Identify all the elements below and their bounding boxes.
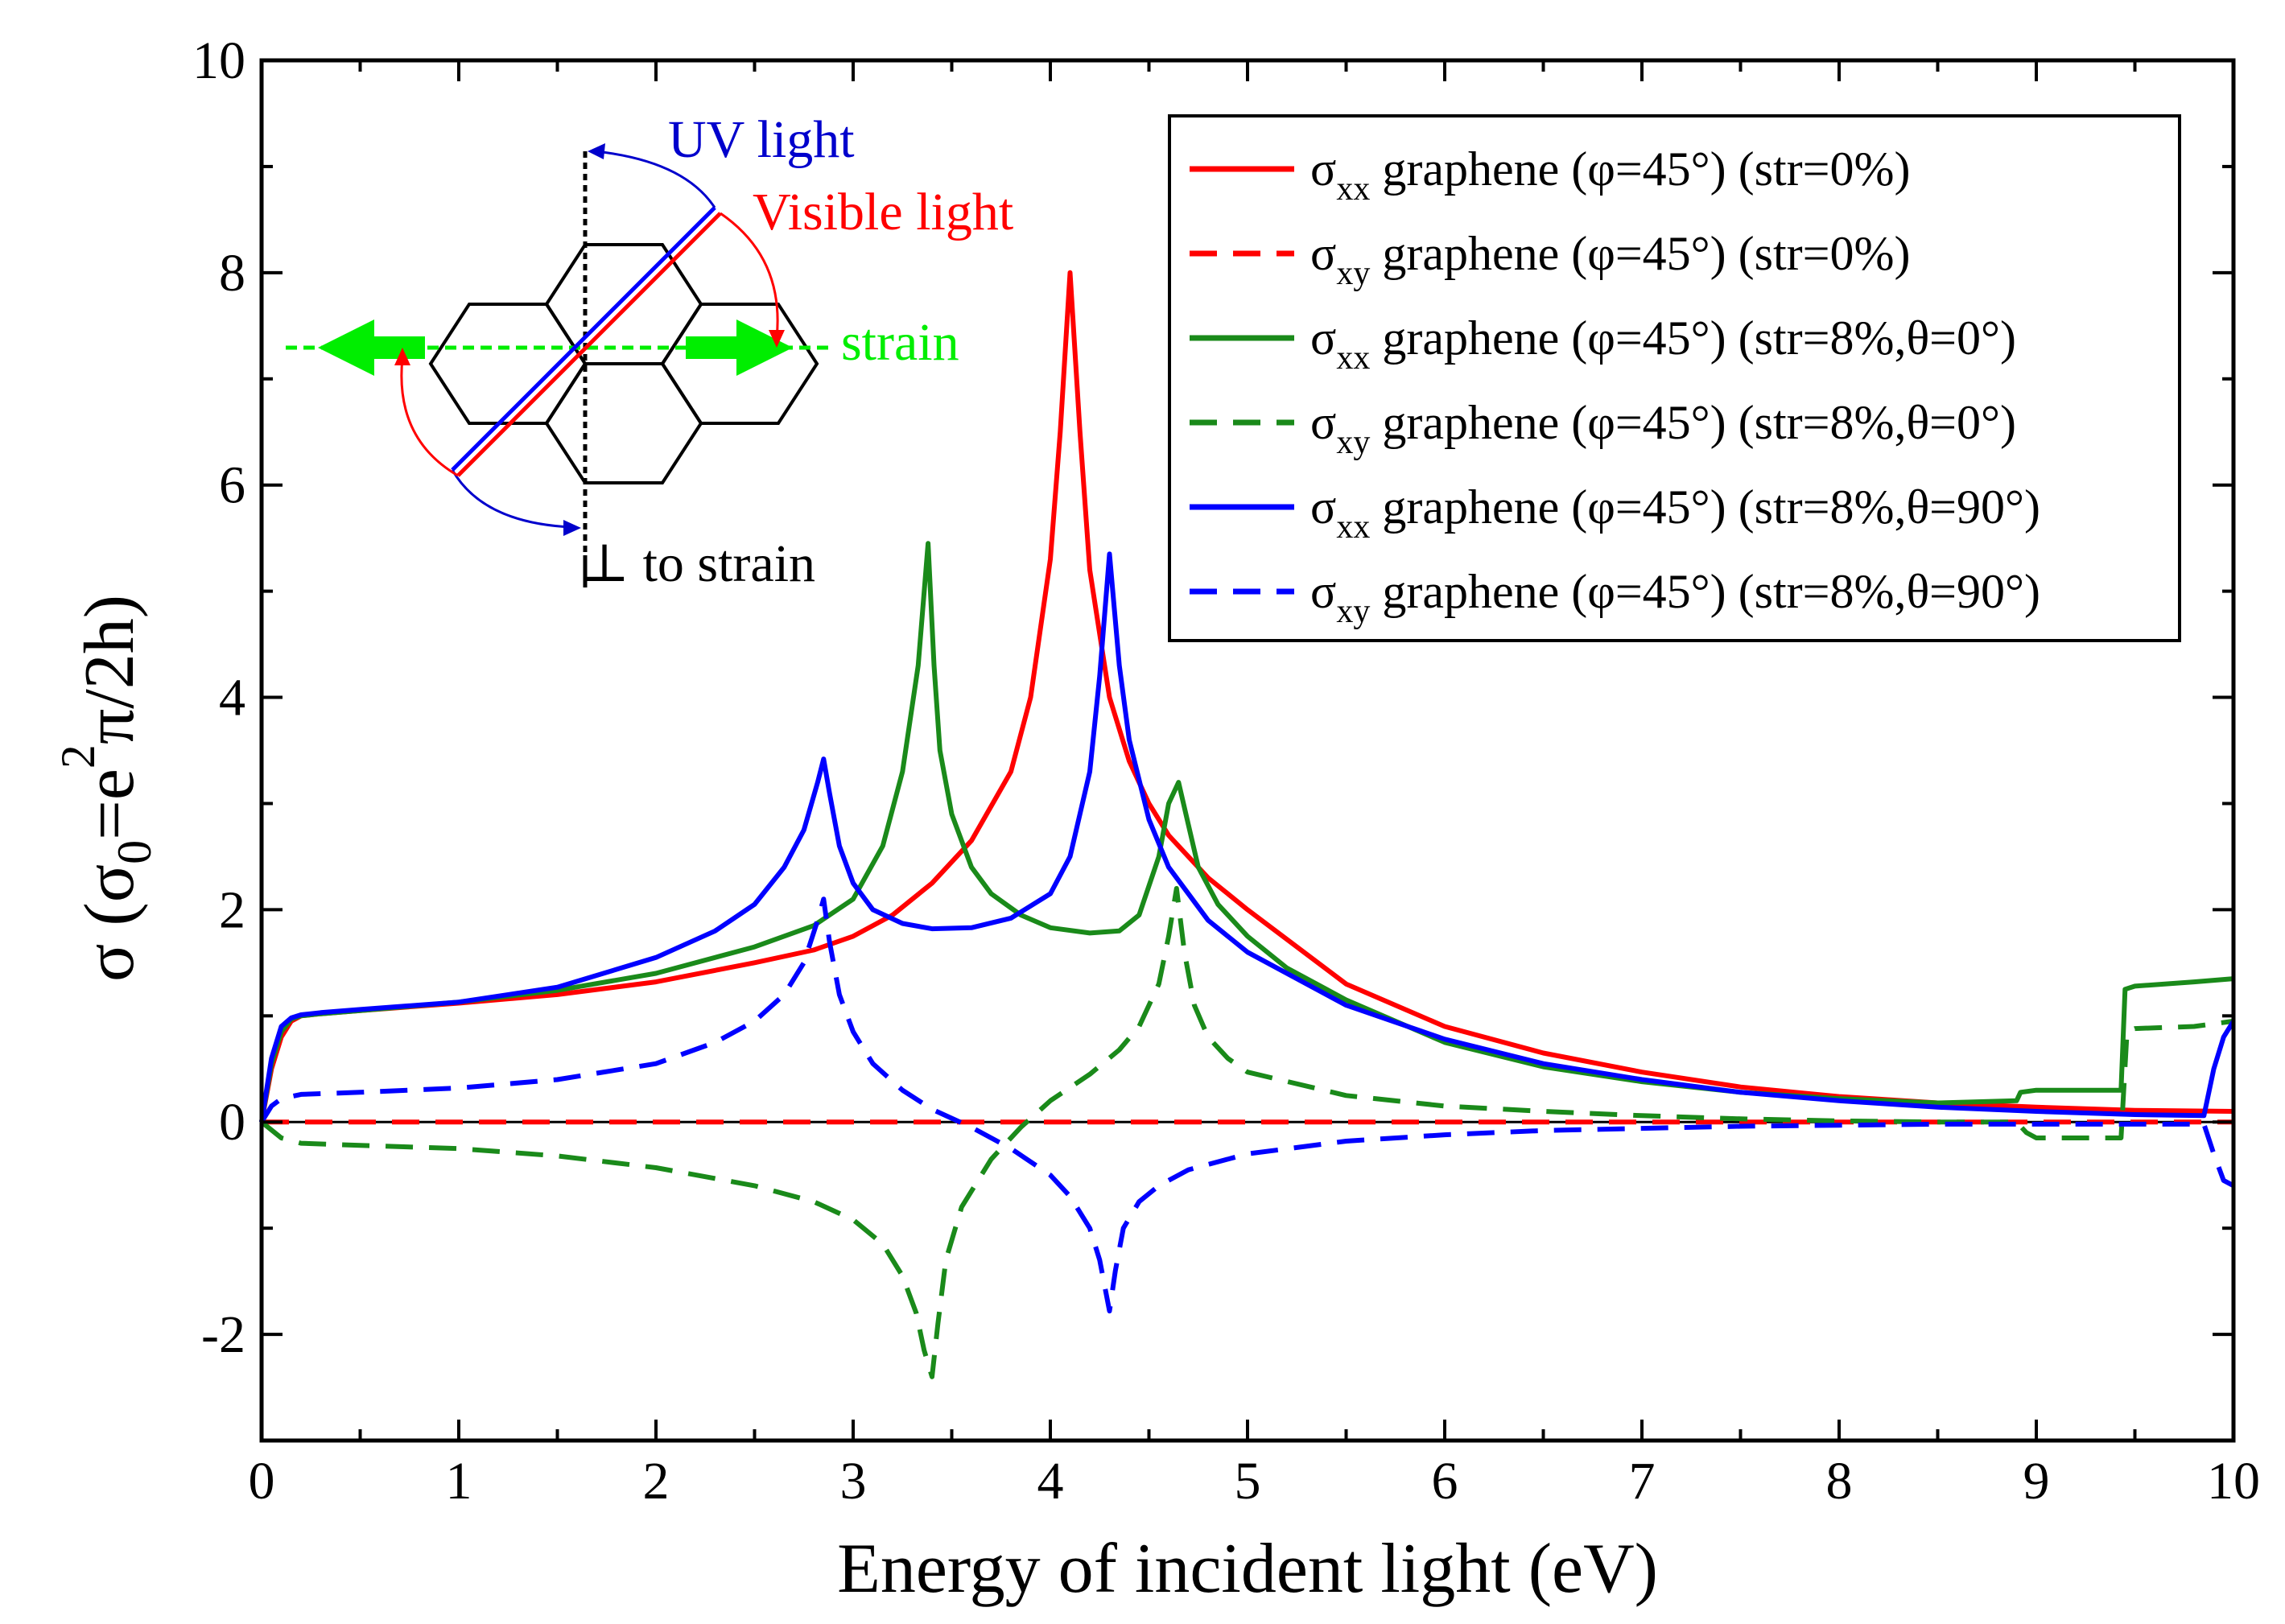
x-tick-label-2: 2 (643, 1452, 670, 1511)
x-tick-label-10: 10 (2207, 1452, 2260, 1511)
y-tick-label-6: 6 (219, 456, 245, 515)
plot-frame (259, 58, 2236, 1443)
polarization-line-red (456, 212, 722, 477)
strain-label: strain (841, 313, 959, 372)
x-tick-label-1: 1 (446, 1452, 472, 1511)
legend-label-5: σxy graphene (φ=45°) (str=8%,θ=90°) (1310, 565, 2040, 630)
visible-arc-right (720, 212, 779, 339)
visible-light-label: Visible light (753, 183, 1013, 241)
strain-arrow-right (686, 319, 793, 376)
legend-label-3: σxy graphene (φ=45°) (str=8%,θ=0°) (1310, 396, 2016, 461)
x-tick-label-9: 9 (2023, 1452, 2050, 1511)
strain-inset-diagram: UV light Visible light strain ⊥ to strai… (286, 110, 1013, 593)
series-line-2 (259, 541, 2234, 1123)
series-line-3 (260, 886, 2234, 1379)
uv-arrowhead-top (588, 143, 605, 159)
legend-label-0: σxx graphene (φ=45°) (str=0%) (1310, 142, 1910, 208)
legend-label-1: σxy graphene (φ=45°) (str=0%) (1310, 227, 1910, 292)
x-tick-label-5: 5 (1235, 1452, 1261, 1511)
y-tick-label--2: -2 (201, 1305, 245, 1364)
legend: σxx graphene (φ=45°) (str=0%) σxy graphen… (1168, 114, 2181, 642)
visible-arrowhead-right (769, 330, 785, 348)
strain-arrow-left (318, 319, 425, 376)
uv-light-label: UV light (668, 110, 855, 169)
x-tick-label-3: 3 (840, 1452, 867, 1511)
legend-box (1168, 114, 2181, 642)
x-tick-label-6: 6 (1432, 1452, 1458, 1511)
uv-arc-top (595, 150, 716, 208)
y-tick-label-2: 2 (219, 880, 245, 939)
x-tick-label-8: 8 (1826, 1452, 1853, 1511)
visible-arrowhead-left (394, 348, 410, 365)
x-tick-label-7: 7 (1629, 1452, 1656, 1511)
legend-label-4: σxx graphene (φ=45°) (str=8%,θ=90°) (1310, 480, 2040, 546)
perpendicular-label: ⊥ to strain (579, 534, 815, 593)
uv-arc-bottom (451, 469, 572, 529)
legend-label-2: σxx graphene (φ=45°) (str=8%,θ=0°) (1310, 311, 2016, 377)
y-tick-label-8: 8 (219, 244, 245, 303)
x-tick-label-0: 0 (249, 1452, 275, 1511)
y-tick-label-0: 0 (219, 1093, 245, 1152)
series-line-4 (259, 551, 2236, 1123)
y-axis-label: σ (σ0=e2π/2h) (52, 595, 161, 982)
legend-entries: σxx graphene (φ=45°) (str=0%) σxy graphen… (1190, 142, 2040, 630)
uv-arrowhead-bottom (563, 520, 581, 536)
y-tick-label-4: 4 (219, 669, 245, 728)
x-axis-label: Energy of incident light (eV) (837, 1530, 1658, 1608)
series-layer (259, 270, 2236, 1379)
visible-arc-left (400, 357, 459, 477)
polarization-line-blue (451, 206, 716, 472)
series-line-5 (259, 896, 2235, 1314)
x-tick-label-4: 4 (1037, 1452, 1064, 1511)
y-tick-label-10: 10 (192, 31, 245, 90)
